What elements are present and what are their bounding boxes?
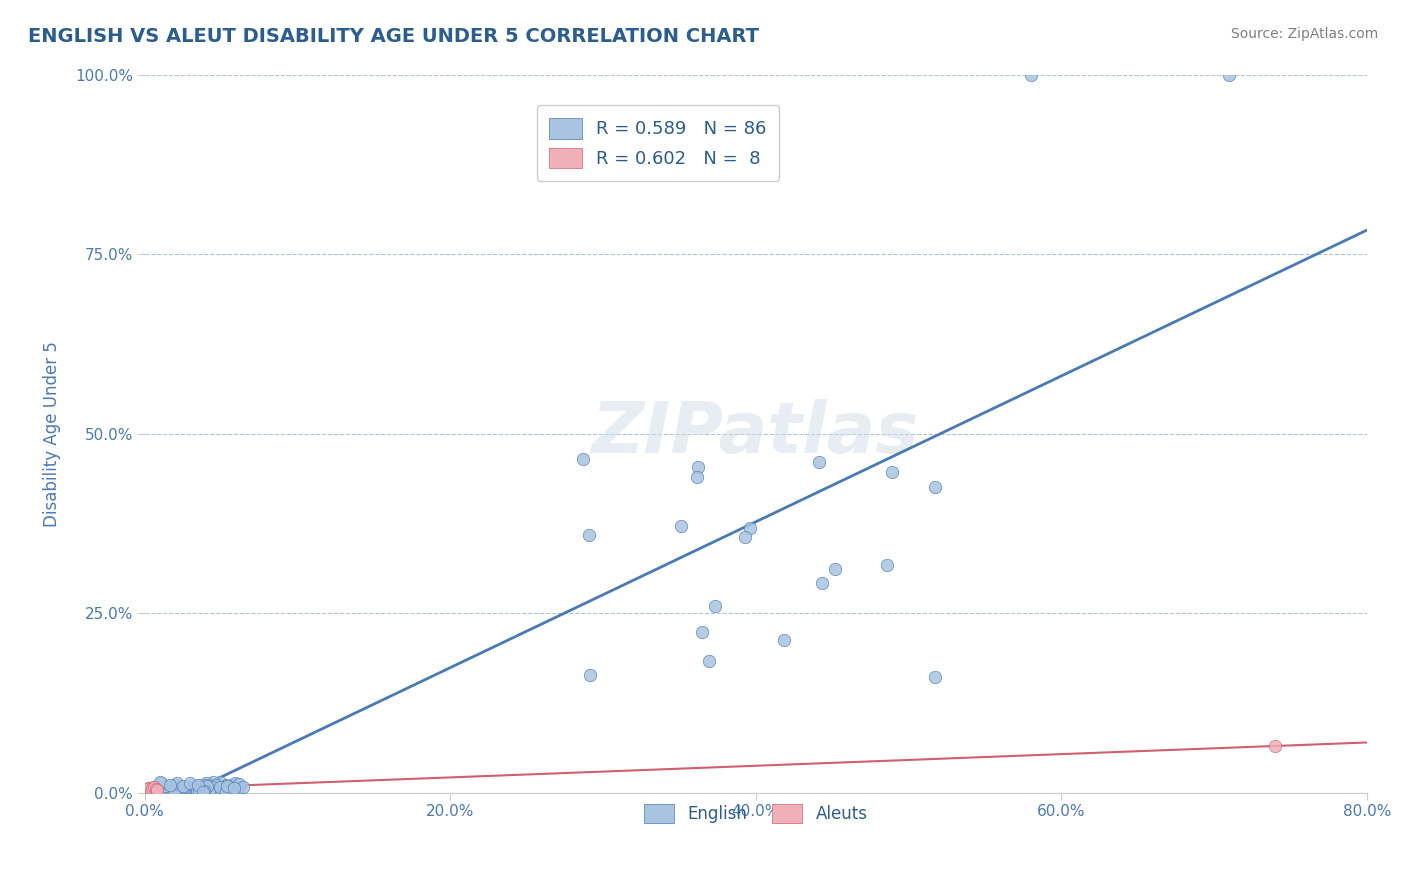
Point — [704, 599, 727, 614]
Point — [145, 784, 167, 798]
Point — [228, 777, 250, 791]
Point — [688, 460, 710, 475]
Point — [214, 780, 236, 794]
Point — [811, 575, 834, 590]
Point — [172, 780, 194, 794]
Point — [148, 785, 170, 799]
Point — [169, 783, 191, 797]
Text: Source: ZipAtlas.com: Source: ZipAtlas.com — [1230, 27, 1378, 41]
Point — [201, 775, 224, 789]
Point — [193, 784, 215, 798]
Point — [215, 780, 238, 794]
Point — [217, 778, 239, 792]
Point — [219, 785, 242, 799]
Point — [198, 785, 221, 799]
Point — [139, 783, 162, 797]
Point — [184, 784, 207, 798]
Point — [142, 783, 165, 797]
Point — [734, 530, 756, 544]
Point — [572, 452, 595, 467]
Point — [138, 780, 160, 795]
Point — [187, 778, 209, 792]
Point — [214, 784, 236, 798]
Point — [808, 455, 831, 469]
Point — [142, 780, 165, 795]
Point — [1264, 739, 1286, 753]
Point — [150, 782, 173, 797]
Point — [143, 780, 166, 794]
Point — [228, 780, 250, 795]
Point — [188, 784, 211, 798]
Point — [163, 783, 186, 797]
Point — [1019, 68, 1042, 82]
Point — [138, 780, 160, 795]
Point — [205, 785, 228, 799]
Point — [173, 780, 195, 794]
Point — [579, 668, 602, 682]
Point — [146, 782, 169, 797]
Point — [578, 528, 600, 542]
Point — [163, 780, 186, 795]
Text: ENGLISH VS ALEUT DISABILITY AGE UNDER 5 CORRELATION CHART: ENGLISH VS ALEUT DISABILITY AGE UNDER 5 … — [28, 27, 759, 45]
Point — [153, 779, 176, 793]
Point — [150, 775, 173, 789]
Point — [924, 670, 946, 684]
Point — [193, 782, 215, 797]
Point — [186, 783, 208, 797]
Point — [669, 518, 692, 533]
Point — [166, 781, 188, 796]
Point — [215, 783, 238, 797]
Point — [232, 780, 254, 794]
Point — [195, 779, 218, 793]
Point — [138, 780, 160, 795]
Text: ZIPatlas: ZIPatlas — [592, 399, 920, 468]
Point — [153, 785, 176, 799]
Point — [224, 780, 246, 795]
Point — [184, 780, 207, 794]
Point — [221, 781, 243, 796]
Point — [187, 780, 209, 794]
Point — [193, 784, 215, 798]
Point — [159, 778, 181, 792]
Point — [134, 782, 156, 797]
Point — [170, 781, 193, 796]
Point — [876, 558, 898, 572]
Point — [225, 777, 247, 791]
Point — [195, 778, 218, 792]
Point — [224, 776, 246, 790]
Point — [149, 775, 172, 789]
Point — [692, 625, 714, 640]
Point — [773, 633, 796, 648]
Point — [197, 780, 219, 794]
Point — [215, 785, 238, 799]
Point — [1218, 68, 1240, 82]
Point — [738, 521, 761, 535]
Point — [156, 782, 179, 797]
Point — [824, 562, 846, 576]
Point — [208, 780, 231, 794]
Point — [201, 780, 224, 794]
Point — [209, 782, 232, 797]
Point — [179, 776, 201, 790]
Point — [194, 776, 217, 790]
Legend: English, Aleuts: English, Aleuts — [633, 792, 879, 835]
Point — [209, 775, 232, 789]
Point — [177, 782, 200, 797]
Point — [163, 778, 186, 792]
Point — [685, 470, 707, 484]
Point — [136, 782, 159, 797]
Point — [166, 775, 188, 789]
Point — [183, 780, 205, 795]
Point — [204, 778, 226, 792]
Point — [697, 654, 720, 668]
Point — [208, 780, 231, 794]
Point — [145, 782, 167, 797]
Point — [143, 780, 166, 794]
Y-axis label: Disability Age Under 5: Disability Age Under 5 — [44, 341, 60, 526]
Point — [141, 781, 163, 796]
Point — [880, 466, 903, 480]
Point — [924, 480, 946, 494]
Point — [135, 783, 157, 797]
Point — [177, 780, 200, 794]
